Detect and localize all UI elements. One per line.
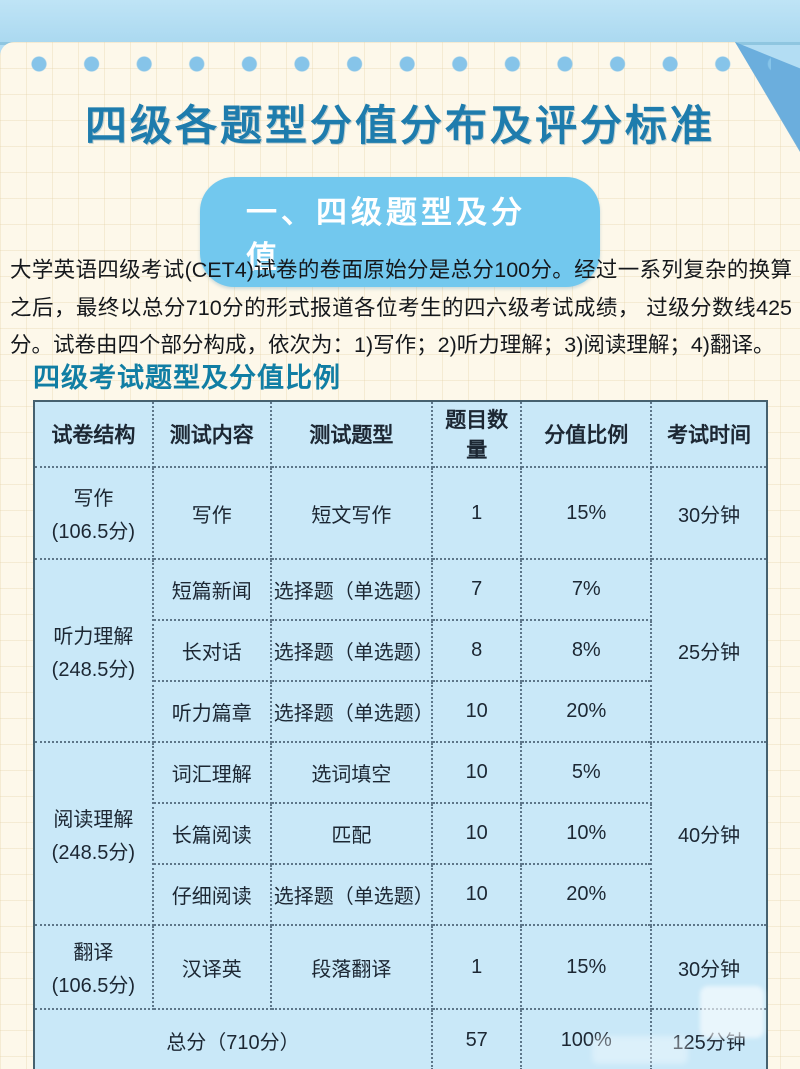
cell-long-reading-count: 10: [430, 802, 523, 865]
row-reading-long: 长篇阅读 匹配 10 10%: [34, 802, 767, 865]
watermark-blur: [592, 1036, 688, 1064]
cell-passage-content: 听力篇章: [151, 680, 272, 743]
cell-conversation-qtype: 选择题（单选题）: [269, 619, 434, 682]
cell-vocabulary-count: 10: [430, 741, 523, 804]
cell-long-reading-qtype: 匹配: [269, 802, 433, 865]
cell-total-ratio: 100%: [520, 1008, 653, 1069]
structure-score: (106.5分): [51, 521, 136, 543]
cell-careful-reading-ratio: 20%: [520, 863, 653, 926]
cell-conversation-count: 8: [430, 619, 523, 682]
cell-passage-ratio: 20%: [520, 680, 653, 743]
intro-paragraph: 大学英语四级考试(CET4)试卷的卷面原始分是总分100分。经过一系列复杂的换算…: [10, 258, 792, 358]
cell-careful-reading-content: 仔细阅读: [151, 863, 272, 926]
cell-vocabulary-content: 词汇理解: [151, 741, 272, 804]
top-blue-bar: [0, 0, 800, 45]
watermark-blur: [700, 986, 764, 1038]
table-header-row: 试卷结构 测试内容 测试题型 题目数量 分值比例 考试时间: [33, 400, 768, 468]
row-listening-news: 听力理解 (248.5分) 短篇新闻 选择题（单选题） 7 7% 25分钟: [33, 558, 768, 743]
cell-reading-time: 40分钟: [650, 741, 768, 926]
structure-score: (106.5分): [51, 975, 136, 997]
row-reading-careful: 仔细阅读 选择题（单选题） 10 20%: [34, 863, 767, 926]
structure-score: (248.5分): [51, 841, 136, 864]
cell-news-ratio: 7%: [520, 558, 653, 621]
table-section-heading: 四级考试题型及分值比例: [33, 363, 341, 393]
cell-listening-structure: 听力理解 (248.5分): [33, 558, 154, 743]
cell-news-count: 7: [430, 558, 523, 621]
cell-translation-count: 1: [430, 924, 523, 1010]
cell-total-label: 总分（710分）: [33, 1008, 433, 1069]
col-header-count: 题目数量: [430, 400, 523, 468]
col-header-structure: 试卷结构: [33, 400, 154, 468]
cell-reading-structure: 阅读理解 (248.5分): [33, 741, 154, 926]
cell-writing-content: 写作: [151, 466, 272, 560]
cell-vocabulary-qtype: 选词填空: [269, 741, 433, 804]
cell-news-qtype: 选择题（单选题）: [269, 558, 434, 621]
row-listening-conversation: 长对话 选择题（单选题） 8 8%: [34, 619, 767, 682]
row-translation: 翻译 (106.5分) 汉译英 段落翻译 1 15% 30分钟: [33, 924, 768, 1010]
cell-writing-ratio: 15%: [520, 466, 653, 560]
cell-passage-qtype: 选择题（单选题）: [269, 680, 434, 743]
col-header-content: 测试内容: [151, 400, 272, 468]
row-reading-vocabulary: 阅读理解 (248.5分) 词汇理解 选词填空 10 5% 40分钟: [33, 741, 768, 926]
cell-translation-structure: 翻译 (106.5分): [33, 924, 154, 1010]
structure-score: (248.5分): [51, 658, 136, 681]
row-listening-passage: 听力篇章 选择题（单选题） 10 20%: [34, 680, 767, 743]
cell-long-reading-content: 长篇阅读: [151, 802, 272, 865]
row-writing: 写作 (106.5分) 写作 短文写作 1 15% 30分钟: [33, 466, 768, 560]
cell-writing-count: 1: [430, 466, 523, 560]
page-title: 四级各题型分值分布及评分标准: [84, 102, 715, 149]
col-header-time: 考试时间: [650, 400, 768, 468]
cell-listening-time: 25分钟: [650, 558, 768, 743]
cell-translation-ratio: 15%: [520, 924, 653, 1010]
cell-total-count: 57: [430, 1008, 523, 1069]
cell-careful-reading-qtype: 选择题（单选题）: [269, 863, 434, 926]
cell-long-reading-ratio: 10%: [520, 802, 653, 865]
cell-conversation-ratio: 8%: [520, 619, 653, 682]
binder-dots: [31, 56, 771, 72]
cell-writing-time: 30分钟: [650, 466, 768, 560]
structure-name: 听力理解: [53, 625, 134, 648]
structure-name: 翻译: [73, 942, 114, 964]
cell-writing-qtype: 短文写作: [269, 466, 433, 560]
cell-careful-reading-count: 10: [430, 863, 523, 926]
cell-vocabulary-ratio: 5%: [520, 741, 653, 804]
col-header-ratio: 分值比例: [520, 400, 653, 468]
cell-conversation-content: 长对话: [151, 619, 272, 682]
cell-news-content: 短篇新闻: [151, 558, 272, 621]
cell-translation-content: 汉译英: [151, 924, 272, 1010]
structure-name: 写作: [73, 488, 114, 510]
cell-translation-qtype: 段落翻译: [269, 924, 433, 1010]
col-header-qtype: 测试题型: [269, 400, 433, 468]
score-table: 试卷结构 测试内容 测试题型 题目数量 分值比例 考试时间 写作 (106.5分…: [33, 400, 768, 1069]
section-badge: 一、四级题型及分值: [200, 177, 600, 287]
cell-passage-count: 10: [430, 680, 523, 743]
structure-name: 阅读理解: [53, 808, 134, 831]
cell-writing-structure: 写作 (106.5分): [33, 466, 154, 560]
